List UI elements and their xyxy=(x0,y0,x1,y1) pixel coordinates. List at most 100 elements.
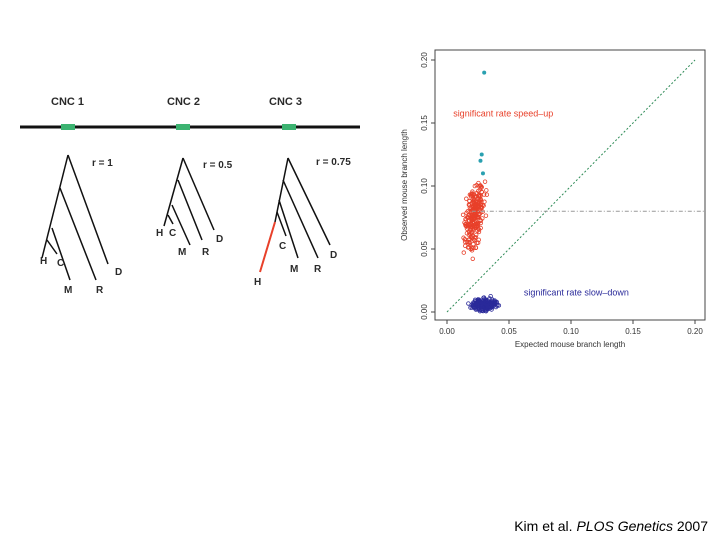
speedup-point xyxy=(464,231,470,236)
tree-3-leaf-h: H xyxy=(254,277,262,288)
speedup-point xyxy=(476,237,481,242)
speedup-point xyxy=(466,239,471,245)
speedup-point xyxy=(475,222,481,228)
x-tick-label: 0.20 xyxy=(687,327,703,336)
speedup-point xyxy=(474,240,480,246)
x-tick-label: 0.15 xyxy=(625,327,641,336)
speedup-point xyxy=(463,223,468,228)
scatter-plot: 0.00 0.05 0.10 0.15 0.20 0.00 0.05 0.10 0.15 0.2… xyxy=(400,49,706,349)
plot-frame xyxy=(434,49,706,321)
tree-1-leaf-h: H xyxy=(40,256,48,267)
speedup-point xyxy=(472,214,478,220)
diagonal-line xyxy=(446,59,696,313)
slowdown-point xyxy=(483,308,488,314)
citation-journal: PLOS Genetics xyxy=(576,518,673,534)
citation-authors: Kim et al. xyxy=(514,518,573,534)
slowdown-annotation: significant rate slow–down xyxy=(524,288,629,298)
speedup-point xyxy=(479,189,484,195)
speedup-point xyxy=(479,185,484,190)
highlight-point xyxy=(482,70,487,75)
speedup-point xyxy=(482,199,487,204)
tree-2-leaf-d: D xyxy=(216,234,224,245)
cnc-diagram xyxy=(20,124,360,281)
slowdown-point xyxy=(466,301,471,306)
tree-2-leaf-h: H xyxy=(156,228,164,239)
slowdown-point xyxy=(470,304,476,309)
y-tick-label: 0.20 xyxy=(420,52,429,68)
speedup-point xyxy=(478,218,483,224)
slowdown-point xyxy=(475,300,481,305)
tree-1-rate: r = 1 xyxy=(92,158,113,169)
highlight-point xyxy=(480,171,485,176)
cnc-3-label: CNC 3 xyxy=(269,96,303,108)
speedup-point xyxy=(461,235,466,240)
cnc-3-box xyxy=(282,124,296,130)
y-axis-label: Observed mouse branch length xyxy=(400,129,409,241)
speedup-annotation: significant rate speed–up xyxy=(453,109,553,119)
y-tick-label: 0.00 xyxy=(420,304,429,320)
tree-1 xyxy=(41,154,109,281)
speedup-point xyxy=(465,245,471,250)
speedup-point xyxy=(477,197,482,202)
x-tick-label: 0.10 xyxy=(563,327,579,336)
speedup-point xyxy=(466,237,471,243)
y-tick-label: 0.10 xyxy=(420,178,429,194)
speedup-point xyxy=(465,215,470,221)
speedup-point xyxy=(460,212,466,218)
x-axis-label: Expected mouse branch length xyxy=(515,340,625,349)
slowdown-point xyxy=(485,302,490,307)
speedup-point xyxy=(479,205,484,211)
speedup-point xyxy=(476,193,481,198)
speedup-point xyxy=(472,183,478,189)
tree-2-leaf-m: M xyxy=(178,247,187,258)
speedup-point xyxy=(470,189,475,194)
speedup-point xyxy=(461,250,466,255)
tree-3-leaf-d: D xyxy=(330,250,338,261)
tree-1-leaf-r: R xyxy=(96,285,104,296)
slowdown-point xyxy=(493,302,498,307)
y-tick-label: 0.05 xyxy=(420,241,429,257)
speedup-point xyxy=(469,224,475,229)
tree-2-leaf-c: C xyxy=(169,228,177,239)
x-tick-label: 0.00 xyxy=(439,327,455,336)
highlight-point xyxy=(478,158,483,163)
speedup-point xyxy=(468,215,474,220)
speedup-point xyxy=(473,245,478,250)
slowdown-point xyxy=(488,293,493,299)
speedup-point xyxy=(484,192,490,197)
cnc-1-box xyxy=(61,124,75,130)
speedup-point xyxy=(467,192,473,197)
speedup-point xyxy=(483,213,489,218)
y-tick-label: 0.15 xyxy=(420,115,429,131)
highlight-point xyxy=(479,152,484,157)
speedup-point xyxy=(471,200,476,206)
data-points xyxy=(460,70,502,314)
speedup-point xyxy=(467,221,472,227)
speedup-point xyxy=(470,229,475,234)
tree-2-rate: r = 0.5 xyxy=(203,160,233,171)
speedup-point xyxy=(473,222,478,227)
tree-2 xyxy=(163,157,215,246)
tree-3-leaf-c: C xyxy=(279,241,287,252)
slowdown-point xyxy=(480,300,486,305)
tree-2-leaf-r: R xyxy=(202,247,210,258)
tree-3-leaf-r: R xyxy=(314,264,322,275)
speedup-point xyxy=(472,197,477,203)
cnc-2-box xyxy=(176,124,190,130)
speedup-point xyxy=(464,196,469,201)
cnc-2-label: CNC 2 xyxy=(167,96,201,108)
speedup-point xyxy=(482,179,488,184)
speedup-point xyxy=(476,227,482,232)
citation-year: 2007 xyxy=(676,518,708,534)
tree-1-leaf-m: M xyxy=(64,285,73,296)
speedup-point xyxy=(481,192,487,197)
citation: Kim et al. PLOS Genetics 2007 xyxy=(514,518,708,534)
speedup-point xyxy=(467,240,472,245)
cnc-1-label: CNC 1 xyxy=(51,96,85,108)
speedup-point xyxy=(470,256,475,261)
speedup-point xyxy=(473,206,478,211)
slowdown-point xyxy=(474,307,480,312)
tree-3-rate: r = 0.75 xyxy=(316,157,351,168)
x-tick-label: 0.05 xyxy=(501,327,517,336)
slowdown-point xyxy=(468,305,473,310)
